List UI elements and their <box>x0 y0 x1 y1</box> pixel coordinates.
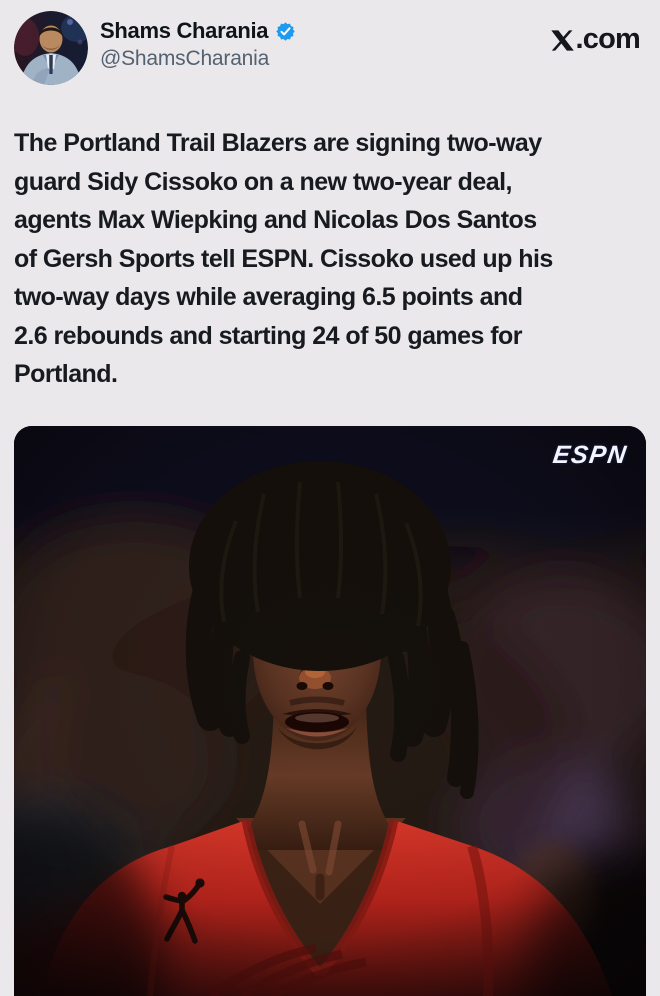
tweet-text-line: two-way days while averaging 6.5 points … <box>14 283 523 311</box>
author-identity: Shams Charania @ShamsCharania <box>100 17 296 73</box>
tweet-text-line: The Portland Trail Blazers are signing t… <box>14 129 542 157</box>
tweet-photo[interactable]: ESPN <box>14 426 646 996</box>
tweet-text-line: Portland. <box>14 360 118 388</box>
verified-badge-icon <box>276 21 295 41</box>
site-watermark: .com <box>550 23 641 56</box>
x-logo-icon <box>550 30 574 51</box>
avatar-illustration <box>14 11 88 85</box>
tweet-text-line: agents Max Wiepking and Nicolas Dos Sant… <box>14 206 537 234</box>
site-watermark-suffix: .com <box>575 23 641 55</box>
player-photo-illustration <box>14 426 646 996</box>
display-name[interactable]: Shams Charania <box>100 18 269 43</box>
tweet-text-line: guard Sidy Cissoko on a new two-year dea… <box>14 167 512 196</box>
espn-watermark: ESPN <box>551 441 630 469</box>
user-handle[interactable]: @ShamsCharania <box>100 47 270 70</box>
tweet-text-line: of Gersh Sports tell ESPN. Cissoko used … <box>14 244 553 273</box>
tweet-text[interactable]: The Portland Trail Blazers are signing t… <box>14 124 650 394</box>
tweet-text-line: 2.6 rebounds and starting 24 of 50 games… <box>14 321 522 350</box>
profile-avatar[interactable] <box>14 11 88 85</box>
